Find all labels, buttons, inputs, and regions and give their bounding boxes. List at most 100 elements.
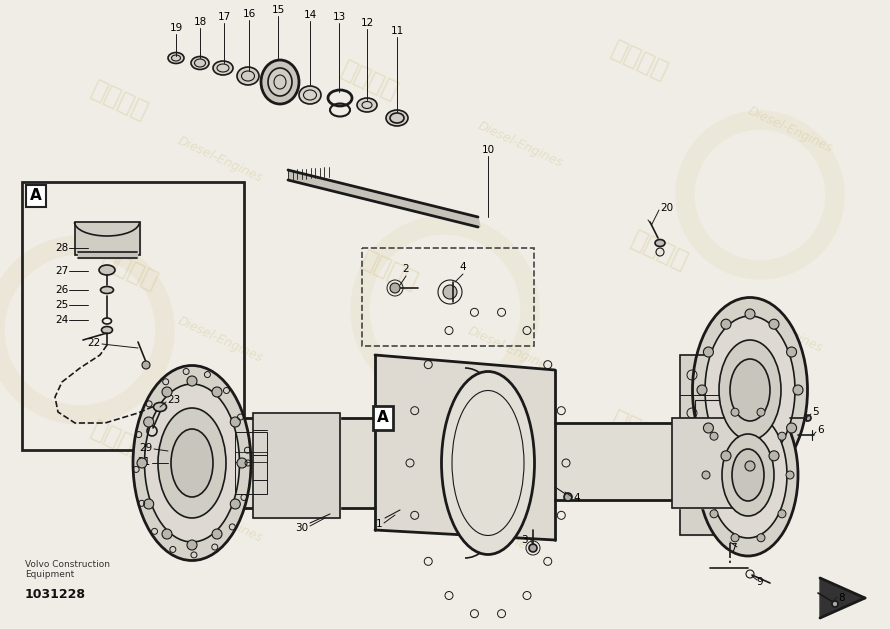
Text: 10: 10 [481,145,495,155]
Polygon shape [680,355,768,535]
Text: 29: 29 [139,443,152,453]
Circle shape [162,529,172,539]
Text: 26: 26 [55,285,68,295]
Circle shape [237,458,247,468]
Text: 25: 25 [55,300,68,310]
Circle shape [731,408,739,416]
Bar [362,248,534,346]
Text: 1031228: 1031228 [25,588,86,601]
Text: 24: 24 [55,315,68,325]
Circle shape [443,285,457,299]
Text: Diesel-Engines: Diesel-Engines [445,504,535,555]
Circle shape [142,361,150,369]
Text: 紫发动力: 紫发动力 [88,416,152,464]
Text: Diesel-Engines: Diesel-Engines [175,135,264,186]
Text: 12: 12 [360,18,374,28]
Circle shape [721,319,731,329]
Circle shape [710,509,718,518]
Ellipse shape [730,359,770,421]
Circle shape [769,319,779,329]
Text: 22: 22 [86,338,100,348]
Text: 18: 18 [193,17,206,27]
Text: 13: 13 [332,12,345,22]
Ellipse shape [357,98,377,112]
Circle shape [390,283,400,293]
Text: 紫发动力: 紫发动力 [337,57,402,104]
Text: 1: 1 [376,519,382,529]
Text: 4: 4 [460,262,466,272]
Text: Diesel-Engines: Diesel-Engines [465,325,554,376]
Bar [235,432,267,494]
Circle shape [187,540,197,550]
Circle shape [778,432,786,440]
Circle shape [702,471,710,479]
Ellipse shape [153,403,166,411]
Circle shape [793,385,803,395]
Ellipse shape [722,434,774,516]
Circle shape [143,417,154,427]
Text: Diesel-Engines: Diesel-Engines [475,120,564,170]
Circle shape [697,385,707,395]
Circle shape [721,451,731,461]
Ellipse shape [441,372,535,555]
Text: 4: 4 [573,493,579,503]
Circle shape [745,309,755,319]
Text: 3: 3 [522,535,528,545]
Circle shape [786,471,794,479]
Text: 6: 6 [817,425,823,435]
Text: 21: 21 [137,457,150,467]
Circle shape [564,493,572,501]
Ellipse shape [386,110,408,126]
Bar [680,355,768,535]
Polygon shape [288,170,480,227]
Text: 28: 28 [55,243,68,253]
Bar [253,413,340,518]
Circle shape [787,423,797,433]
Text: 7: 7 [731,543,737,553]
Circle shape [757,534,765,542]
Text: 9: 9 [756,577,763,587]
Bar [672,418,738,508]
Text: 30: 30 [295,523,308,533]
Text: 23: 23 [167,395,181,405]
Text: A: A [30,189,42,204]
Polygon shape [75,222,140,255]
Circle shape [757,408,765,416]
Ellipse shape [698,394,798,556]
Ellipse shape [705,316,795,464]
Text: 16: 16 [242,9,255,19]
Circle shape [745,461,755,471]
Ellipse shape [144,384,239,542]
Text: 17: 17 [217,12,231,22]
Ellipse shape [213,61,233,75]
Ellipse shape [268,68,292,96]
Text: 紫发动力: 紫发动力 [608,36,672,84]
Text: 20: 20 [660,203,673,213]
Circle shape [187,376,197,386]
Text: 15: 15 [271,5,285,15]
Text: 紫发动力: 紫发动力 [608,406,672,454]
Text: Diesel-Engines: Diesel-Engines [175,494,264,545]
Circle shape [143,499,154,509]
Circle shape [703,423,714,433]
Circle shape [212,387,222,397]
Circle shape [231,417,240,427]
Ellipse shape [171,429,213,497]
Bar [695,400,755,495]
Circle shape [529,544,537,552]
Ellipse shape [732,449,764,501]
Ellipse shape [655,240,665,247]
Polygon shape [672,418,738,508]
Text: Diesel-Engines: Diesel-Engines [746,104,835,155]
Ellipse shape [101,326,112,333]
Polygon shape [253,413,340,518]
Text: A: A [377,411,389,425]
Text: 紫发动力: 紫发动力 [98,247,162,294]
Text: 27: 27 [55,266,68,276]
Polygon shape [78,252,137,258]
Circle shape [162,387,172,397]
Circle shape [787,347,797,357]
Text: 5: 5 [812,407,819,417]
Polygon shape [375,355,555,540]
Text: Diesel-Engines: Diesel-Engines [175,314,264,365]
